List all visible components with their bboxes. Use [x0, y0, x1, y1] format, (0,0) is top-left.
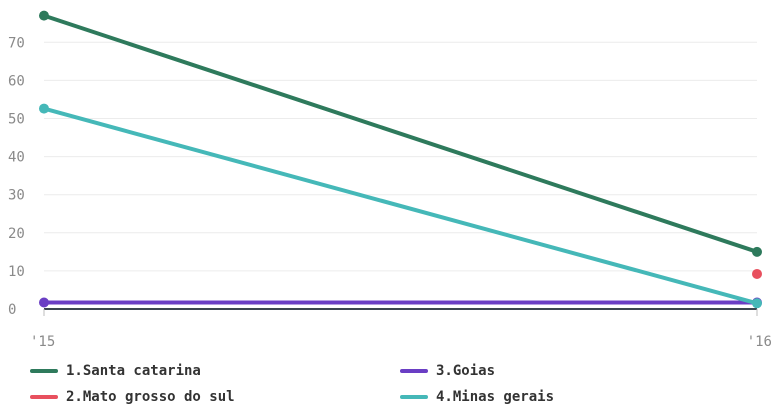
y-tick-label: 60: [8, 73, 25, 89]
data-point: [752, 298, 762, 309]
data-point: [39, 297, 49, 308]
y-tick-label: 10: [8, 264, 25, 280]
legend: 1.Santa catarina 2.Mato grosso do sul 3.…: [30, 360, 770, 408]
legend-swatch: [30, 395, 58, 399]
legend-label: 1.Santa catarina: [66, 363, 201, 379]
legend-swatch: [400, 395, 428, 399]
legend-label: 4.Minas gerais: [436, 389, 555, 405]
x-axis: '15 '16: [30, 308, 772, 350]
legend-label: 2.Mato grosso do sul: [66, 389, 235, 405]
y-tick-label: 70: [8, 35, 25, 51]
legend-swatch: [400, 369, 428, 373]
legend-swatch: [30, 369, 58, 373]
y-tick-label: 30: [8, 188, 25, 204]
data-point: [39, 10, 49, 21]
x-tick-label: '16: [747, 334, 772, 350]
legend-label: 3.Goias: [436, 363, 496, 379]
y-axis: 0 10 20 30 40 50 60 70: [8, 35, 25, 318]
legend-item-santa-catarina: 1.Santa catarina: [30, 360, 201, 382]
data-point: [39, 103, 49, 114]
y-tick-label: 0: [8, 302, 16, 318]
grid-lines: [44, 41, 757, 272]
legend-item-mato-grosso-do-sul: 2.Mato grosso do sul: [30, 386, 235, 408]
line-chart: 0 10 20 30 40 50 60 70 '15 '16: [8, 10, 772, 350]
data-point: [752, 268, 762, 279]
legend-item-minas-gerais: 4.Minas gerais: [400, 386, 554, 408]
x-tick-label: '15: [30, 334, 55, 350]
series-layer: [39, 10, 762, 309]
y-tick-label: 20: [8, 226, 25, 242]
series-line: [42, 106, 759, 306]
legend-item-goias: 3.Goias: [400, 360, 495, 382]
series-line: [42, 13, 759, 254]
y-tick-label: 50: [8, 112, 25, 128]
y-tick-label: 40: [8, 150, 25, 166]
data-point: [752, 246, 762, 257]
